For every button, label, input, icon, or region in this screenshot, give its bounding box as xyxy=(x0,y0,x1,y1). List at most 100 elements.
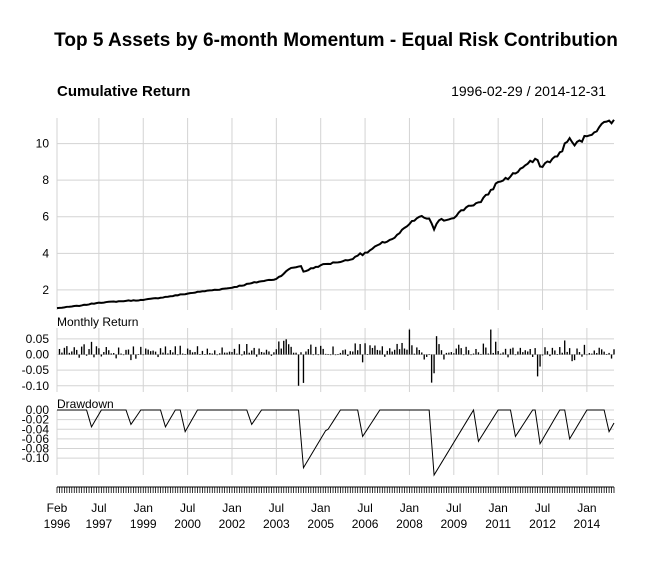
chart-title: Top 5 Assets by 6-month Momentum - Equal… xyxy=(54,30,618,51)
return-bar xyxy=(354,343,356,355)
x-tick-label-year: 2014 xyxy=(574,517,601,531)
return-bar xyxy=(108,350,110,355)
return-bar xyxy=(337,354,339,355)
return-bar xyxy=(174,346,176,355)
return-bar xyxy=(477,352,480,355)
return-bar xyxy=(413,353,416,355)
y-tick-label: 0.00 xyxy=(26,403,50,417)
x-tick-label-year: 2012 xyxy=(529,517,556,531)
return-bar xyxy=(159,348,162,355)
return-bar xyxy=(423,354,425,360)
return-bar xyxy=(608,352,610,355)
y-tick-label: -0.08 xyxy=(22,442,50,456)
return-bar xyxy=(573,354,576,361)
return-bar xyxy=(189,349,191,355)
return-bar xyxy=(369,345,371,355)
grid-lines xyxy=(56,118,614,475)
return-bar xyxy=(113,353,115,355)
x-tick-label-year: 2002 xyxy=(219,517,246,531)
return-bar xyxy=(329,354,332,356)
return-bar xyxy=(334,354,337,356)
return-bar xyxy=(278,341,280,355)
y-tick-label: -0.05 xyxy=(22,363,50,377)
return-bar xyxy=(265,349,268,355)
return-bar xyxy=(137,354,140,355)
return-bar xyxy=(531,354,534,357)
y-tick-label: 8 xyxy=(42,173,49,187)
return-bar xyxy=(196,346,199,355)
x-tick-label-month: Jan xyxy=(222,501,241,515)
return-bar xyxy=(147,349,149,355)
return-bar xyxy=(544,347,546,355)
return-bar xyxy=(596,353,598,355)
return-bar xyxy=(253,347,255,355)
return-bar xyxy=(379,350,381,355)
return-bar xyxy=(534,348,536,355)
return-bar xyxy=(100,354,103,357)
return-bar xyxy=(344,349,347,355)
panel-title-drawdown: Drawdown xyxy=(57,397,114,411)
return-bar xyxy=(396,343,398,355)
return-bar xyxy=(248,352,250,355)
return-bar xyxy=(105,347,107,355)
x-tick-label-year: 2000 xyxy=(174,517,201,531)
x-tick-label-year: 2008 xyxy=(396,517,423,531)
return-bar xyxy=(428,354,430,356)
return-bar xyxy=(398,349,401,355)
return-bar xyxy=(164,346,167,355)
return-bar xyxy=(371,347,374,355)
return-bar xyxy=(290,346,292,355)
return-bar xyxy=(435,336,438,355)
return-bar xyxy=(300,352,302,355)
return-bar xyxy=(231,352,233,355)
return-bar xyxy=(357,350,359,355)
y-tick-label: -0.10 xyxy=(22,379,50,393)
return-bar xyxy=(352,351,354,355)
y-tick-label: -0.04 xyxy=(22,422,50,436)
return-bar xyxy=(209,353,211,355)
return-bar xyxy=(80,346,83,355)
return-bar xyxy=(243,351,245,355)
return-bar xyxy=(221,347,223,355)
return-bar xyxy=(211,353,213,355)
return-bar xyxy=(339,352,342,355)
return-bar xyxy=(583,344,586,355)
return-bar xyxy=(610,354,613,359)
return-bar xyxy=(238,344,241,355)
return-bar xyxy=(554,350,556,355)
return-bar xyxy=(499,353,502,355)
return-bar xyxy=(472,353,475,355)
return-bar xyxy=(502,352,504,355)
return-bar xyxy=(270,354,273,356)
return-bar xyxy=(280,348,282,355)
x-tick-label-year: 1997 xyxy=(86,517,113,531)
return-bar xyxy=(285,339,287,355)
return-bar xyxy=(460,348,462,355)
y-tick-label: 0.00 xyxy=(26,348,50,362)
return-bar xyxy=(519,347,522,355)
return-bar xyxy=(364,343,366,355)
monthly-return-panel: 0.05 0.00-0.05 -0.10 xyxy=(22,329,615,393)
return-bar xyxy=(206,348,209,355)
return-bar xyxy=(275,349,278,355)
return-bar xyxy=(63,347,66,355)
return-bar xyxy=(366,354,369,355)
return-bar xyxy=(157,354,159,358)
return-bar xyxy=(226,352,228,355)
return-bar xyxy=(76,349,78,355)
return-bar xyxy=(78,354,80,358)
return-bar xyxy=(495,341,497,355)
return-bar xyxy=(568,348,571,355)
return-bar xyxy=(462,354,465,356)
x-tick-label-month: Jan xyxy=(134,501,153,515)
return-bar xyxy=(228,351,231,355)
return-bar xyxy=(416,347,418,355)
return-bar xyxy=(475,348,477,355)
return-bar xyxy=(182,353,184,355)
return-bar xyxy=(522,352,524,355)
return-bar xyxy=(418,349,420,355)
return-bar xyxy=(482,343,485,355)
return-bar xyxy=(201,350,204,355)
return-bar xyxy=(445,352,448,355)
return-bar xyxy=(241,354,243,356)
